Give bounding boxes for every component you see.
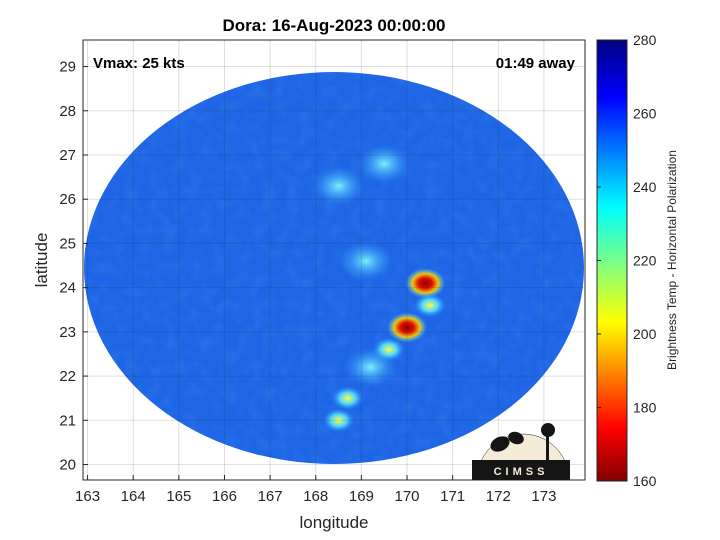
logo-banner (472, 460, 570, 480)
brightness-feature (312, 166, 365, 206)
colorbar-tick-labels: 160 180 200 220 240 260 280 (597, 32, 657, 489)
brightness-feature (344, 347, 397, 387)
colorbar-tick-label: 160 (633, 473, 657, 489)
logo-dish-right (508, 431, 524, 445)
x-tick-label: 172 (486, 488, 511, 505)
x-tick-labels: 163 164 165 166 167 168 169 170 171 172 173 (75, 488, 556, 505)
y-tick-label: 24 (59, 280, 76, 297)
brightness-feature (331, 386, 364, 411)
x-tick-label: 163 (75, 488, 100, 505)
x-tick-label: 164 (121, 488, 146, 505)
logo-tower-tank (541, 423, 555, 437)
logo-tower (546, 432, 549, 460)
vmax-annotation: Vmax: 25 kts (93, 55, 185, 72)
y-tick-label: 26 (59, 191, 76, 208)
brightness-feature (322, 408, 355, 433)
colorbar-tick-label: 180 (633, 400, 657, 416)
x-tick-label: 166 (212, 488, 237, 505)
x-tick-label: 167 (258, 488, 283, 505)
colorbar-tick-label: 260 (633, 106, 657, 122)
grid-lines (83, 40, 585, 480)
brightness-feature (413, 293, 446, 318)
x-tick-label: 171 (440, 488, 465, 505)
y-tick-label: 22 (59, 368, 76, 385)
brightness-feature (358, 144, 411, 184)
logo-text: CIMSS (494, 466, 549, 478)
y-tick-labels: 20 21 22 23 24 25 26 27 28 29 (59, 59, 76, 474)
colorbar-tick-label: 280 (633, 32, 657, 48)
colorbar (596, 39, 628, 482)
x-tick-label: 170 (395, 488, 420, 505)
y-tick-label: 28 (59, 103, 76, 120)
y-tick-label: 25 (59, 235, 76, 252)
brightness-feature (339, 241, 392, 281)
colorbar-tick-label: 220 (633, 253, 657, 269)
x-tick-label: 173 (531, 488, 556, 505)
x-tick-label: 168 (303, 488, 328, 505)
colorbar-tick-label: 200 (633, 326, 657, 342)
microwave-swath (84, 72, 584, 464)
y-tick-label: 23 (59, 324, 76, 341)
logo-dish-left (490, 436, 510, 452)
y-tick-label: 27 (59, 147, 76, 164)
colorbar-tick-label: 240 (633, 179, 657, 195)
y-tick-label: 21 (59, 412, 76, 429)
brightness-feature (405, 268, 446, 299)
y-axis-label: latitude (32, 233, 51, 288)
y-tick-label: 20 (59, 457, 76, 474)
x-tick-label: 169 (349, 488, 374, 505)
cimss-logo: CIMSS (472, 423, 570, 481)
chart-title: Dora: 16-Aug-2023 00:00:00 (223, 16, 446, 35)
x-axis-label: longitude (299, 513, 368, 532)
brightness-feature (387, 312, 428, 343)
y-tick-label: 29 (59, 59, 76, 76)
time-away-annotation: 01:49 away (496, 55, 576, 72)
swath-texture (84, 72, 584, 464)
axes-frame (82, 39, 586, 481)
colorbar-label: Brightness Temp - Horizontal Polarizatio… (665, 150, 679, 370)
x-tick-label: 165 (166, 488, 191, 505)
brightness-features (312, 144, 446, 433)
